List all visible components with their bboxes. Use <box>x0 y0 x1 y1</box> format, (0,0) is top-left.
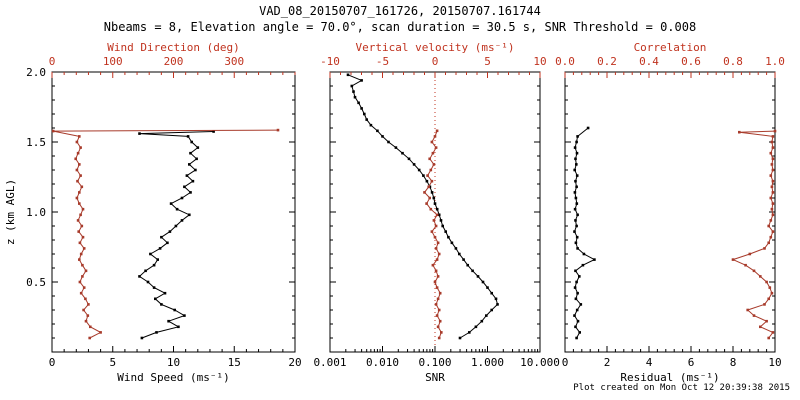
y-tick-label: 2.0 <box>26 66 46 79</box>
plot-subtitle: Nbeams = 8, Elevation angle = 70.0°, sca… <box>103 20 697 34</box>
bottom-tick-label: 5 <box>109 356 116 369</box>
bottom-tick-label: 15 <box>228 356 241 369</box>
top-axis-title: Wind Direction (deg) <box>107 41 239 54</box>
y-tick-label: 1.5 <box>26 136 46 149</box>
series-wind-speed <box>138 130 215 340</box>
top-axis-title: Correlation <box>634 41 707 54</box>
top-axis-title: Vertical velocity (ms⁻¹) <box>356 41 515 54</box>
top-tick-label: 100 <box>103 55 123 68</box>
y-tick-label: 1.0 <box>26 206 46 219</box>
top-axis-ticks <box>329 72 541 78</box>
series-correlation <box>731 129 777 340</box>
plot-title: VAD_08_20150707_161726, 20150707.161744 <box>259 4 541 18</box>
top-axis-ticks <box>564 72 776 78</box>
plot-created-timestamp: Plot created on Mon Oct 12 20:39:38 2015 <box>573 383 790 393</box>
bottom-axis-title: SNR <box>425 371 445 384</box>
bottom-tick-label: 10 <box>167 356 180 369</box>
bottom-tick-label: 6 <box>688 356 695 369</box>
y-axis-title: z (km AGL) <box>4 179 17 245</box>
bottom-axis-title: Residual (ms⁻¹) <box>620 371 719 384</box>
y-axis-ticks <box>52 71 295 353</box>
panel-residual: 0 2 4 6 8 10 Residual (ms⁻¹) 0.0 0.2 0.4 0.6 0.8 1.0… <box>555 41 785 384</box>
top-tick-label: 5 <box>484 55 491 68</box>
bottom-tick-label: 20 <box>288 356 301 369</box>
top-tick-label: 300 <box>224 55 244 68</box>
bottom-tick-label: 1.000 <box>471 356 504 369</box>
top-tick-label: 0.4 <box>639 55 659 68</box>
top-tick-label: 0.8 <box>723 55 743 68</box>
bottom-tick-label: 8 <box>730 356 737 369</box>
top-tick-label: 0.0 <box>555 55 575 68</box>
top-axis-ticks <box>51 72 296 78</box>
bottom-tick-label: 4 <box>646 356 653 369</box>
bottom-axis-ticks <box>51 346 296 352</box>
bottom-tick-label: 0 <box>49 356 56 369</box>
panel-snr: 0.001 0.010 0.100 1.000 10.000 SNR -10 -5 0 5 10 Ve… <box>313 41 559 384</box>
top-tick-label: 0 <box>49 55 56 68</box>
bottom-axis-ticks <box>329 346 541 352</box>
panel-wind: 0.5 1.0 1.5 2.0 z (km AGL) 0 5 10 15 20 Wind Speed… <box>4 41 302 384</box>
bottom-tick-label: 0 <box>562 356 569 369</box>
y-tick-label: 0.5 <box>26 276 46 289</box>
top-tick-label: 0 <box>432 55 439 68</box>
bottom-tick-label: 0.100 <box>418 356 451 369</box>
series-vertical-velocity <box>423 129 443 340</box>
bottom-axis-ticks <box>564 346 776 352</box>
top-tick-label: 0.2 <box>597 55 617 68</box>
top-tick-label: 200 <box>164 55 184 68</box>
bottom-tick-label: 0.001 <box>313 356 346 369</box>
top-tick-label: -5 <box>376 55 389 68</box>
top-tick-label: 1.0 <box>765 55 785 68</box>
series-snr <box>346 73 499 340</box>
plot-frame <box>564 71 776 353</box>
bottom-tick-label: 10.000 <box>520 356 560 369</box>
top-tick-label: -10 <box>320 55 340 68</box>
y-axis-ticks <box>565 71 775 353</box>
bottom-tick-label: 2 <box>604 356 611 369</box>
series-residual <box>573 126 596 340</box>
bottom-tick-label: 10 <box>768 356 781 369</box>
top-tick-label: 0.6 <box>681 55 701 68</box>
bottom-axis-title: Wind Speed (ms⁻¹) <box>117 371 230 384</box>
series-wind-direction <box>51 128 280 340</box>
top-tick-label: 10 <box>533 55 546 68</box>
bottom-tick-label: 0.010 <box>366 356 399 369</box>
